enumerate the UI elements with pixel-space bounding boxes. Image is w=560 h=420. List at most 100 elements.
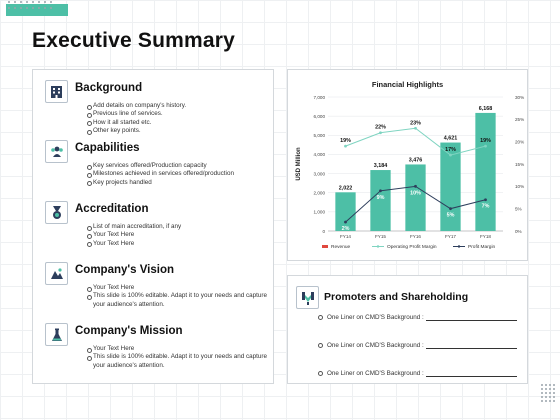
medal-icon [45, 201, 68, 224]
list-item: Milestones achieved in services offered/… [87, 170, 278, 179]
section-title: Accreditation [75, 203, 149, 215]
list-item: Your Text Here [87, 284, 278, 292]
y-tick-label: 0 [322, 229, 325, 234]
fill-in-line [425, 371, 517, 377]
list-item: Your Text Here [87, 231, 278, 240]
profit-margin-label: 10% [410, 190, 421, 196]
legend-marker-opm [376, 245, 380, 248]
operating-margin-label: 22% [375, 125, 386, 131]
x-tick-label: FY15 [375, 234, 386, 239]
list-item: Previous line of services. [87, 110, 278, 119]
bar-value-label: 6,168 [479, 106, 493, 112]
y2-tick-label: 30% [515, 95, 524, 100]
legend-label: Profit Margin [468, 244, 496, 250]
bar-value-label: 3,184 [374, 163, 388, 169]
operating-margin-line [345, 127, 486, 156]
y2-tick-label: 0% [515, 229, 522, 234]
y-tick-label: 3,000 [314, 171, 326, 176]
list-item: Other key points. [87, 127, 278, 136]
fill-in-line [425, 315, 517, 321]
bullet-icon [318, 315, 323, 320]
section-list: Key services offered/Production capacity… [87, 162, 278, 187]
profit-margin-point [344, 220, 347, 224]
bar-value-label: 4,621 [444, 136, 458, 142]
list-item: Key projects handled [87, 179, 278, 187]
operating-margin-label: 23% [410, 120, 421, 126]
fill-in-line [425, 343, 517, 349]
revenue-bar [475, 112, 496, 231]
list-item: Add details on company's history. [87, 102, 278, 110]
profit-margin-point [484, 198, 487, 202]
y-tick-label: 2,000 [314, 191, 326, 196]
list-item: How it all started etc. [87, 119, 278, 127]
operating-margin-point [449, 153, 452, 157]
operating-margin-point [414, 126, 417, 130]
financial-chart-panel: Financial Highlights 0 1,000 2,000 3,000 4,0… [287, 69, 528, 261]
promoter-line: One Liner on CMD'S Background : [318, 342, 523, 349]
operating-margin-point [379, 131, 382, 135]
section-title: Company's Mission [75, 325, 183, 337]
legend-swatch-revenue [322, 245, 328, 248]
promoters-panel: Promoters and Shareholding One Liner on … [287, 275, 528, 384]
summary-panel: Background Add details on company's hist… [32, 69, 274, 384]
promoter-line-label: One Liner on CMD'S Background : [327, 370, 424, 377]
section-list: Add details on company's history. Previo… [87, 102, 278, 136]
profit-margin-label: 5% [447, 213, 455, 219]
x-tick-label: FY14 [340, 234, 351, 239]
section-title: Background [75, 82, 143, 94]
revenue-bar [405, 164, 426, 231]
profit-margin-point [379, 189, 382, 193]
operating-margin-label: 19% [340, 138, 351, 144]
y2-tick-label: 25% [515, 117, 524, 122]
section-title: Capabilities [75, 142, 140, 154]
profit-margin-label: 2% [342, 226, 350, 232]
x-tick-label: FY18 [480, 234, 491, 239]
vision-icon [45, 262, 68, 285]
list-item: List of main accreditation, if any [87, 223, 278, 231]
promoter-line-label: One Liner on CMD'S Background : [327, 314, 424, 321]
promoter-line: One Liner on CMD'S Background : [318, 314, 523, 321]
profit-margin-point [449, 207, 452, 211]
y-tick-label: 1,000 [314, 210, 326, 215]
list-item: This slide is 100% editable. Adapt it to… [87, 353, 278, 370]
operating-margin-point [344, 144, 347, 148]
operating-margin-label: 17% [445, 147, 456, 153]
financial-chart: 0 1,000 2,000 3,000 4,000 5,000 6,000 7,000 0% 5%… [296, 95, 524, 250]
list-item: This slide is 100% editable. Adapt it to… [87, 292, 278, 309]
revenue-bar [440, 142, 461, 231]
section-title: Company's Vision [75, 264, 175, 276]
bar-value-label: 2,022 [339, 185, 353, 191]
building-icon [45, 80, 68, 103]
legend-label: Revenue [331, 244, 351, 250]
y-axis-label: USD Million [296, 147, 302, 181]
revenue-bar [335, 192, 356, 231]
y2-tick-label: 10% [515, 184, 524, 189]
x-tick-label: FY16 [410, 234, 421, 239]
legend-marker-pm [457, 245, 461, 248]
section-list: Your Text Here This slide is 100% editab… [87, 345, 278, 370]
people-icon [45, 140, 68, 163]
y-tick-label: 7,000 [314, 95, 326, 100]
section-list: Your Text Here This slide is 100% editab… [87, 284, 278, 309]
handshake-icon [296, 286, 319, 309]
bullet-icon [318, 371, 323, 376]
accent-bar [6, 4, 68, 16]
y-tick-label: 6,000 [314, 114, 326, 119]
list-item: Key services offered/Production capacity [87, 162, 278, 170]
bullet-icon [318, 343, 323, 348]
y-tick-label: 5,000 [314, 133, 326, 138]
y-tick-label: 4,000 [314, 152, 326, 157]
profit-margin-label: 9% [377, 195, 385, 201]
revenue-bar [370, 170, 391, 231]
promoter-line-label: One Liner on CMD'S Background : [327, 342, 424, 349]
profit-margin-point [414, 184, 417, 188]
promoters-title: Promoters and Shareholding [324, 291, 469, 303]
profit-margin-label: 7% [482, 204, 490, 210]
section-list: List of main accreditation, if any Your … [87, 223, 278, 248]
bar-value-label: 3,476 [409, 157, 423, 163]
operating-margin-label: 19% [480, 138, 491, 144]
y2-tick-label: 15% [515, 162, 524, 167]
x-tick-label: FY17 [445, 234, 456, 239]
list-item: Your Text Here [87, 345, 278, 353]
legend-label: Operating Profit Margin [387, 244, 437, 250]
